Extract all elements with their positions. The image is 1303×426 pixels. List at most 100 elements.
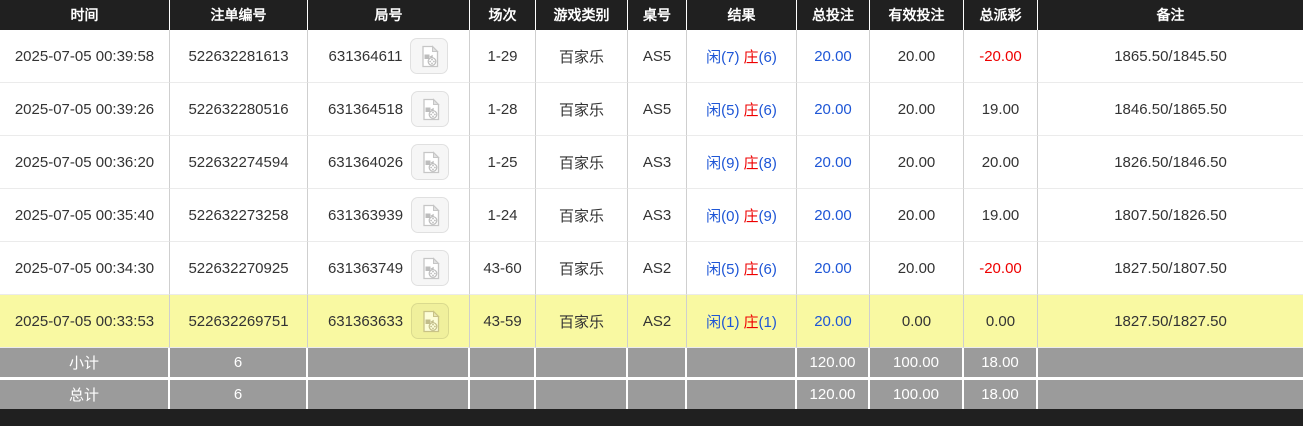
cell-remark: 1807.50/1826.50: [1038, 189, 1303, 242]
result-player: 闲(5): [706, 260, 740, 278]
result-player: 闲(0): [706, 207, 740, 225]
header-total-bet: 总投注: [797, 0, 870, 30]
cell-time: 2025-07-05 00:39:26: [0, 83, 170, 136]
bottom-bar: [0, 409, 1303, 426]
video-replay-icon: [422, 97, 440, 120]
grand-total-label: 总计: [0, 380, 170, 409]
cell-total-bet[interactable]: 20.00: [797, 295, 870, 348]
video-replay-button[interactable]: [411, 250, 450, 286]
cell-round-id: 631363633: [308, 295, 470, 348]
cell-game-type: 百家乐: [536, 83, 628, 136]
round-number: 631364026: [327, 153, 404, 171]
header-game-type: 游戏类别: [536, 0, 628, 30]
result-banker: 庄: [743, 154, 759, 172]
cell-result: 闲(9) 庄(8): [687, 136, 797, 189]
grand-total-total-payout: 18.00: [964, 380, 1038, 409]
cell-table-no: AS5: [628, 83, 687, 136]
subtotal-valid-bet: 100.00: [870, 348, 964, 380]
subtotal-label: 小计: [0, 348, 170, 380]
table-row: 2025-07-05 00:35:40 522632273258 6313639…: [0, 189, 1303, 242]
header-table-no: 桌号: [628, 0, 687, 30]
cell-result: 闲(5) 庄(6): [687, 242, 797, 295]
cell-table-no: AS2: [628, 242, 687, 295]
cell-time: 2025-07-05 00:34:30: [0, 242, 170, 295]
video-replay-icon: [422, 150, 440, 173]
round-number: 631363633: [327, 312, 404, 330]
cell-result: 闲(0) 庄(9): [687, 189, 797, 242]
cell-round-id: 631364518: [308, 83, 470, 136]
video-replay-icon: [422, 256, 440, 279]
cell-session: 1-25: [470, 136, 536, 189]
result-banker-score: (6): [758, 260, 777, 278]
grand-total-valid-bet: 100.00: [870, 380, 964, 409]
cell-bet-id: 522632274594: [170, 136, 308, 189]
cell-remark: 1865.50/1845.50: [1038, 30, 1303, 83]
cell-time: 2025-07-05 00:39:58: [0, 30, 170, 83]
table-row: 2025-07-05 00:36:20 522632274594 6313640…: [0, 136, 1303, 189]
cell-session: 1-28: [470, 83, 536, 136]
cell-bet-id: 522632280516: [170, 83, 308, 136]
result-banker: 庄: [743, 313, 759, 331]
result-banker: 庄: [743, 48, 759, 66]
video-replay-button[interactable]: [411, 144, 450, 180]
table-header: 时间 注单编号 局号 场次 游戏类别 桌号 结果 总投注 有效投注 总派彩 备注: [0, 0, 1303, 30]
table-row: 2025-07-05 00:39:26 522632280516 6313645…: [0, 83, 1303, 136]
header-remark: 备注: [1038, 0, 1303, 30]
cell-session: 1-29: [470, 30, 536, 83]
cell-round-id: 631363939: [308, 189, 470, 242]
result-player: 闲(5): [706, 101, 740, 119]
cell-total-bet[interactable]: 20.00: [797, 242, 870, 295]
header-result: 结果: [687, 0, 797, 30]
cell-game-type: 百家乐: [536, 189, 628, 242]
video-replay-button[interactable]: [411, 197, 450, 233]
cell-result: 闲(5) 庄(6): [687, 83, 797, 136]
round-number: 631364611: [328, 47, 403, 65]
result-player: 闲(9): [706, 154, 740, 172]
cell-total-bet[interactable]: 20.00: [797, 136, 870, 189]
cell-valid-bet: 20.00: [870, 189, 964, 242]
cell-total-payout: -20.00: [964, 30, 1038, 83]
header-total-payout: 总派彩: [964, 0, 1038, 30]
result-banker-score: (6): [758, 101, 777, 119]
cell-total-payout: 20.00: [964, 136, 1038, 189]
bet-history-table: 时间 注单编号 局号 场次 游戏类别 桌号 结果 总投注 有效投注 总派彩 备注…: [0, 0, 1303, 409]
cell-remark: 1826.50/1846.50: [1038, 136, 1303, 189]
cell-session: 43-59: [470, 295, 536, 348]
result-banker-score: (1): [758, 313, 777, 331]
cell-result: 闲(1) 庄(1): [687, 295, 797, 348]
result-banker: 庄: [743, 207, 759, 225]
cell-session: 43-60: [470, 242, 536, 295]
cell-table-no: AS3: [628, 189, 687, 242]
subtotal-total-bet: 120.00: [797, 348, 870, 380]
subtotal-count: 6: [170, 348, 308, 380]
video-replay-icon: [422, 203, 440, 226]
header-time: 时间: [0, 0, 170, 30]
header-bet-id: 注单编号: [170, 0, 308, 30]
table-row: 2025-07-05 00:34:30 522632270925 6313637…: [0, 242, 1303, 295]
cell-total-bet[interactable]: 20.00: [797, 189, 870, 242]
subtotal-total-payout: 18.00: [964, 348, 1038, 380]
video-replay-button[interactable]: [411, 91, 450, 127]
result-banker: 庄: [743, 260, 759, 278]
cell-valid-bet: 20.00: [870, 83, 964, 136]
result-banker: 庄: [743, 101, 759, 119]
cell-bet-id: 522632281613: [170, 30, 308, 83]
video-replay-icon: [422, 44, 439, 67]
cell-valid-bet: 20.00: [870, 242, 964, 295]
cell-game-type: 百家乐: [536, 136, 628, 189]
video-replay-icon: [422, 309, 440, 332]
video-replay-button[interactable]: [411, 303, 450, 339]
subtotal-row: 小计 6 120.00 100.00 18.00: [0, 348, 1303, 380]
cell-table-no: AS2: [628, 295, 687, 348]
round-number: 631363939: [327, 206, 404, 224]
cell-remark: 1846.50/1865.50: [1038, 83, 1303, 136]
cell-total-bet[interactable]: 20.00: [797, 83, 870, 136]
cell-bet-id: 522632273258: [170, 189, 308, 242]
cell-remark: 1827.50/1827.50: [1038, 295, 1303, 348]
grand-total-total-bet: 120.00: [797, 380, 870, 409]
table-row: 2025-07-05 00:39:58 522632281613 6313646…: [0, 30, 1303, 83]
result-player: 闲(7): [706, 48, 740, 66]
cell-total-bet[interactable]: 20.00: [797, 30, 870, 83]
cell-table-no: AS3: [628, 136, 687, 189]
video-replay-button[interactable]: [410, 38, 449, 74]
